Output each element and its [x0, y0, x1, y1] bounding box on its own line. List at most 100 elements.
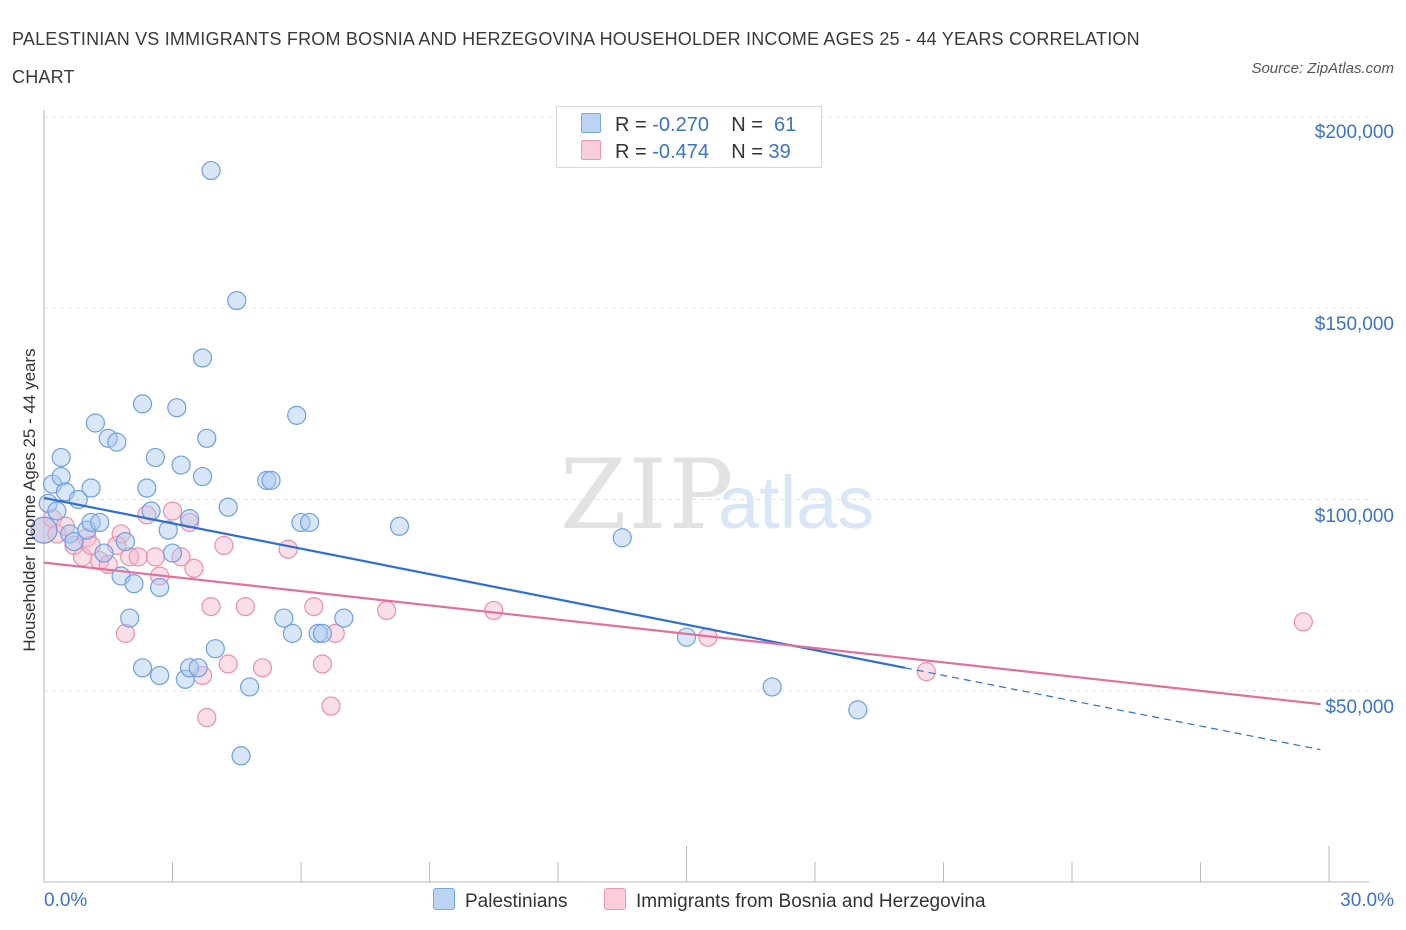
- palestinians-point: [145, 447, 165, 468]
- palestinians-point: [334, 608, 354, 628]
- palestinians-point: [64, 531, 84, 552]
- palestinians-point: [227, 291, 247, 311]
- y-tick-label: $100,000: [1314, 506, 1394, 527]
- palestinians-point: [287, 405, 307, 425]
- x-tick-label: 30.0%: [1340, 890, 1394, 911]
- palestinians-point: [94, 543, 114, 563]
- legend-swatch-pink: [581, 140, 601, 160]
- palestinians-point: [848, 700, 868, 720]
- bosnia-point: [197, 707, 217, 728]
- palestinians-point: [257, 470, 277, 490]
- palestinians-point: [261, 470, 281, 490]
- palestinians-point: [132, 658, 153, 678]
- bosnia-point: [278, 539, 298, 559]
- palestinians-point: [188, 658, 208, 678]
- legend-n-label: N =: [731, 141, 763, 163]
- watermark: ZIP atlas: [560, 439, 874, 551]
- palestinians-point: [299, 512, 320, 533]
- chart-title: PALESTINIAN VS IMMIGRANTS FROM BOSNIA AN…: [12, 29, 1140, 87]
- palestinians-point: [308, 623, 328, 643]
- bosnia-point: [218, 654, 238, 674]
- bosnia-trend-line: [43, 561, 1321, 706]
- legend-n-label: N =: [731, 114, 763, 136]
- legend-n-value: 61: [774, 114, 797, 136]
- y-tick-label: $50,000: [1325, 697, 1394, 718]
- palestinians-point: [389, 516, 410, 536]
- trend-lines: [43, 496, 1321, 751]
- bosnia-point: [145, 547, 165, 567]
- palestinians-point: [47, 501, 67, 521]
- palestinians-point: [51, 447, 71, 468]
- palestinians-point: [201, 160, 221, 181]
- palestinians-point: [218, 497, 238, 517]
- bosnia-point: [484, 600, 504, 621]
- palestinians-point: [51, 466, 71, 487]
- palestinians-point: [676, 627, 697, 647]
- legend-swatch-blue: [581, 113, 601, 133]
- palestinians-point: [90, 512, 110, 533]
- legend-r-label: R =: [615, 114, 647, 136]
- palestinians-point: [312, 623, 333, 643]
- y-tick-label: $150,000: [1314, 314, 1394, 335]
- palestinians-point: [197, 428, 217, 448]
- bosnia-point: [115, 623, 135, 643]
- palestinians-point: [612, 528, 632, 548]
- legend-r-value: -0.474: [652, 141, 709, 163]
- bottom-legend-palestinians[interactable]: Palestinians: [433, 888, 567, 913]
- legend-row-palestinians: R = -0.270 N = 61: [581, 113, 796, 139]
- legend-row-bosnia: R = -0.474 N = 39: [581, 140, 791, 166]
- legend-label: Immigrants from Bosnia and Herzegovina: [636, 891, 986, 912]
- palestinians-point: [240, 677, 260, 697]
- palestinians-point: [81, 478, 101, 498]
- palestinians-point: [175, 669, 195, 689]
- palestinians-point: [107, 432, 127, 452]
- palestinians-trend-line: [43, 496, 906, 669]
- bosnia-point: [916, 662, 936, 682]
- legend-r-value: -0.270: [652, 114, 709, 136]
- palestinians-point: [115, 531, 135, 552]
- palestinians-point: [192, 466, 213, 487]
- palestinians-point: [192, 348, 213, 368]
- legend-r-label: R =: [615, 141, 647, 163]
- bosnia-point: [235, 596, 255, 617]
- palestinians-point: [762, 677, 782, 697]
- y-tick-label: $200,000: [1314, 122, 1394, 143]
- bosnia-point: [214, 535, 234, 556]
- grid-lines: [44, 116, 1369, 692]
- bosnia-point: [201, 596, 221, 617]
- palestinians-point: [231, 746, 251, 766]
- palestinians-point: [150, 665, 170, 686]
- palestinians-point: [137, 478, 157, 498]
- palestinians-point: [120, 608, 140, 628]
- palestinians-point: [162, 543, 183, 563]
- palestinians-point: [167, 398, 187, 418]
- palestinians-point: [274, 608, 294, 628]
- correlation-legend: R = -0.270 N = 61 R = -0.474 N = 39: [556, 106, 822, 168]
- palestinians-point: [150, 577, 170, 598]
- palestinians-point: [282, 623, 303, 643]
- palestinians-point: [205, 639, 225, 659]
- watermark-zip: ZIP: [560, 439, 735, 551]
- watermark-atlas: atlas: [718, 461, 874, 544]
- palestinians-point: [132, 394, 153, 414]
- legend-swatch-pink: [604, 888, 626, 910]
- legend-label: Palestinians: [465, 891, 568, 912]
- bosnia-point: [304, 596, 324, 617]
- bosnia-point: [312, 654, 333, 674]
- legend-n-value: 39: [768, 141, 791, 163]
- bosnia-point: [128, 547, 148, 567]
- palestinians-point: [124, 574, 144, 594]
- palestinians-point: [171, 455, 191, 475]
- bosnia-point: [1293, 612, 1313, 632]
- palestinians-trend-extension: [904, 667, 1321, 751]
- palestinians-point: [85, 413, 106, 433]
- bosnia-point: [377, 600, 397, 621]
- bosnia-point: [162, 501, 183, 521]
- source-label: Source: ZipAtlas.com: [1251, 60, 1394, 77]
- bosnia-point: [184, 558, 204, 578]
- palestinians-point: [30, 516, 58, 544]
- bosnia-point: [321, 696, 341, 716]
- bottom-legend-bosnia[interactable]: Immigrants from Bosnia and Herzegovina: [604, 888, 986, 913]
- palestinians-point: [158, 520, 178, 540]
